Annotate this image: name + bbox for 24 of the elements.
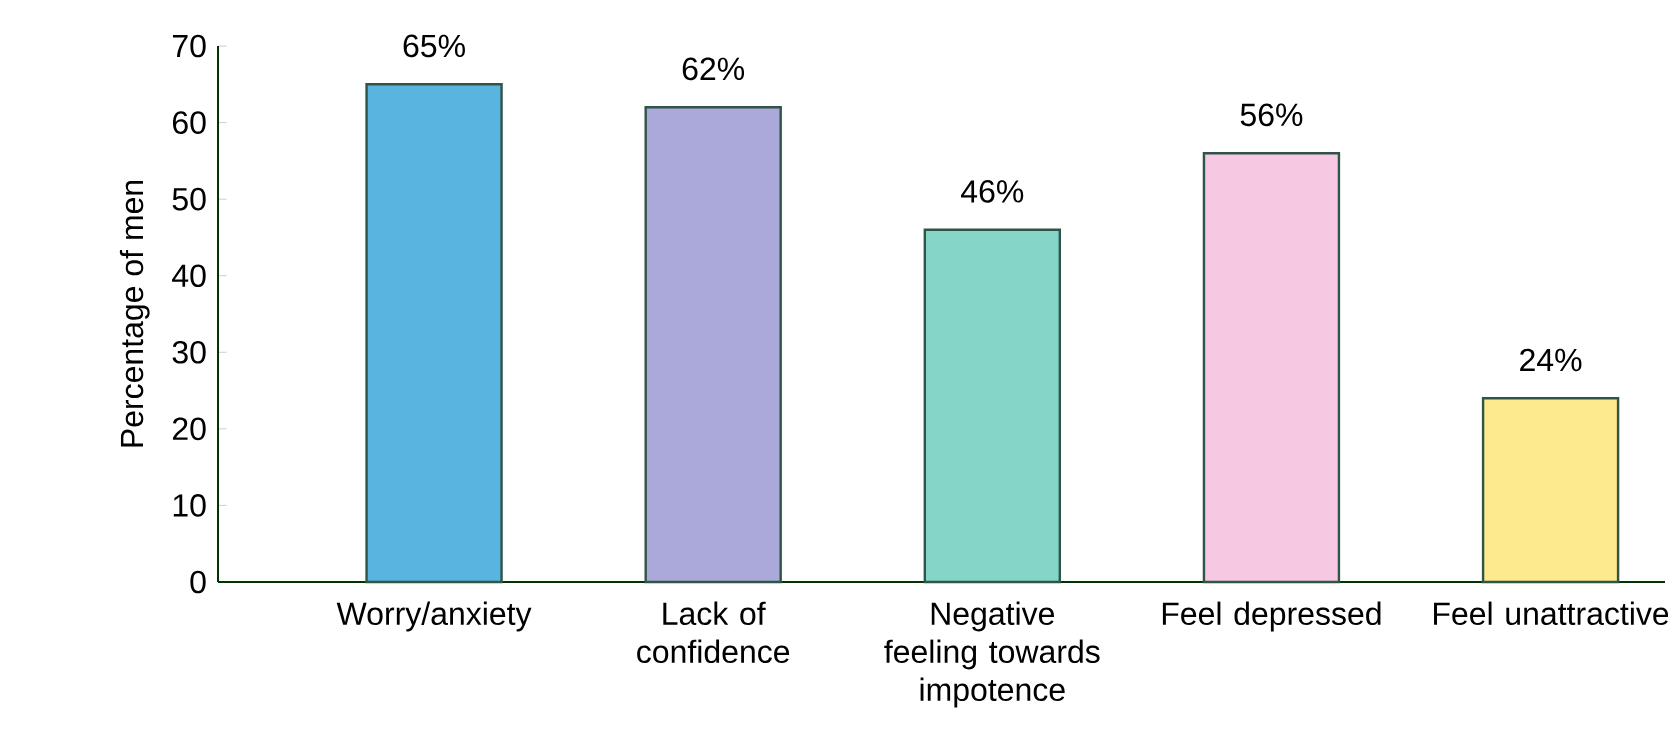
bar	[923, 228, 1062, 584]
data-label: 46%	[961, 180, 1024, 203]
y-tick-label: 70	[172, 34, 206, 58]
x-tick-label: Worry/anxiety	[336, 601, 532, 632]
bar	[1202, 152, 1341, 584]
y-tick-label: 40	[172, 264, 206, 288]
x-tick-label: Feel unattractive	[1434, 601, 1668, 626]
y-tick-label: 10	[173, 494, 206, 517]
x-tick-label: Negative feeling towards impotence	[884, 601, 1100, 708]
y-axis-title: Percentage of men	[119, 180, 150, 447]
bar	[365, 83, 503, 584]
data-label: 24%	[1520, 348, 1582, 372]
data-label: 65%	[403, 34, 465, 58]
bar	[1481, 397, 1620, 584]
y-tick-label: 0	[190, 570, 206, 594]
data-label: 56%	[1240, 103, 1303, 127]
x-tick-label: Feel depressed	[1162, 601, 1381, 632]
y-tick-label: 60	[172, 111, 206, 134]
y-tick-label: 50	[172, 187, 206, 211]
bar	[644, 106, 782, 584]
y-tick-label: 20	[172, 417, 206, 441]
data-label: 62%	[682, 57, 745, 81]
x-tick-label: Lack of confidence	[637, 601, 790, 664]
y-tick-label: 30	[172, 340, 206, 364]
